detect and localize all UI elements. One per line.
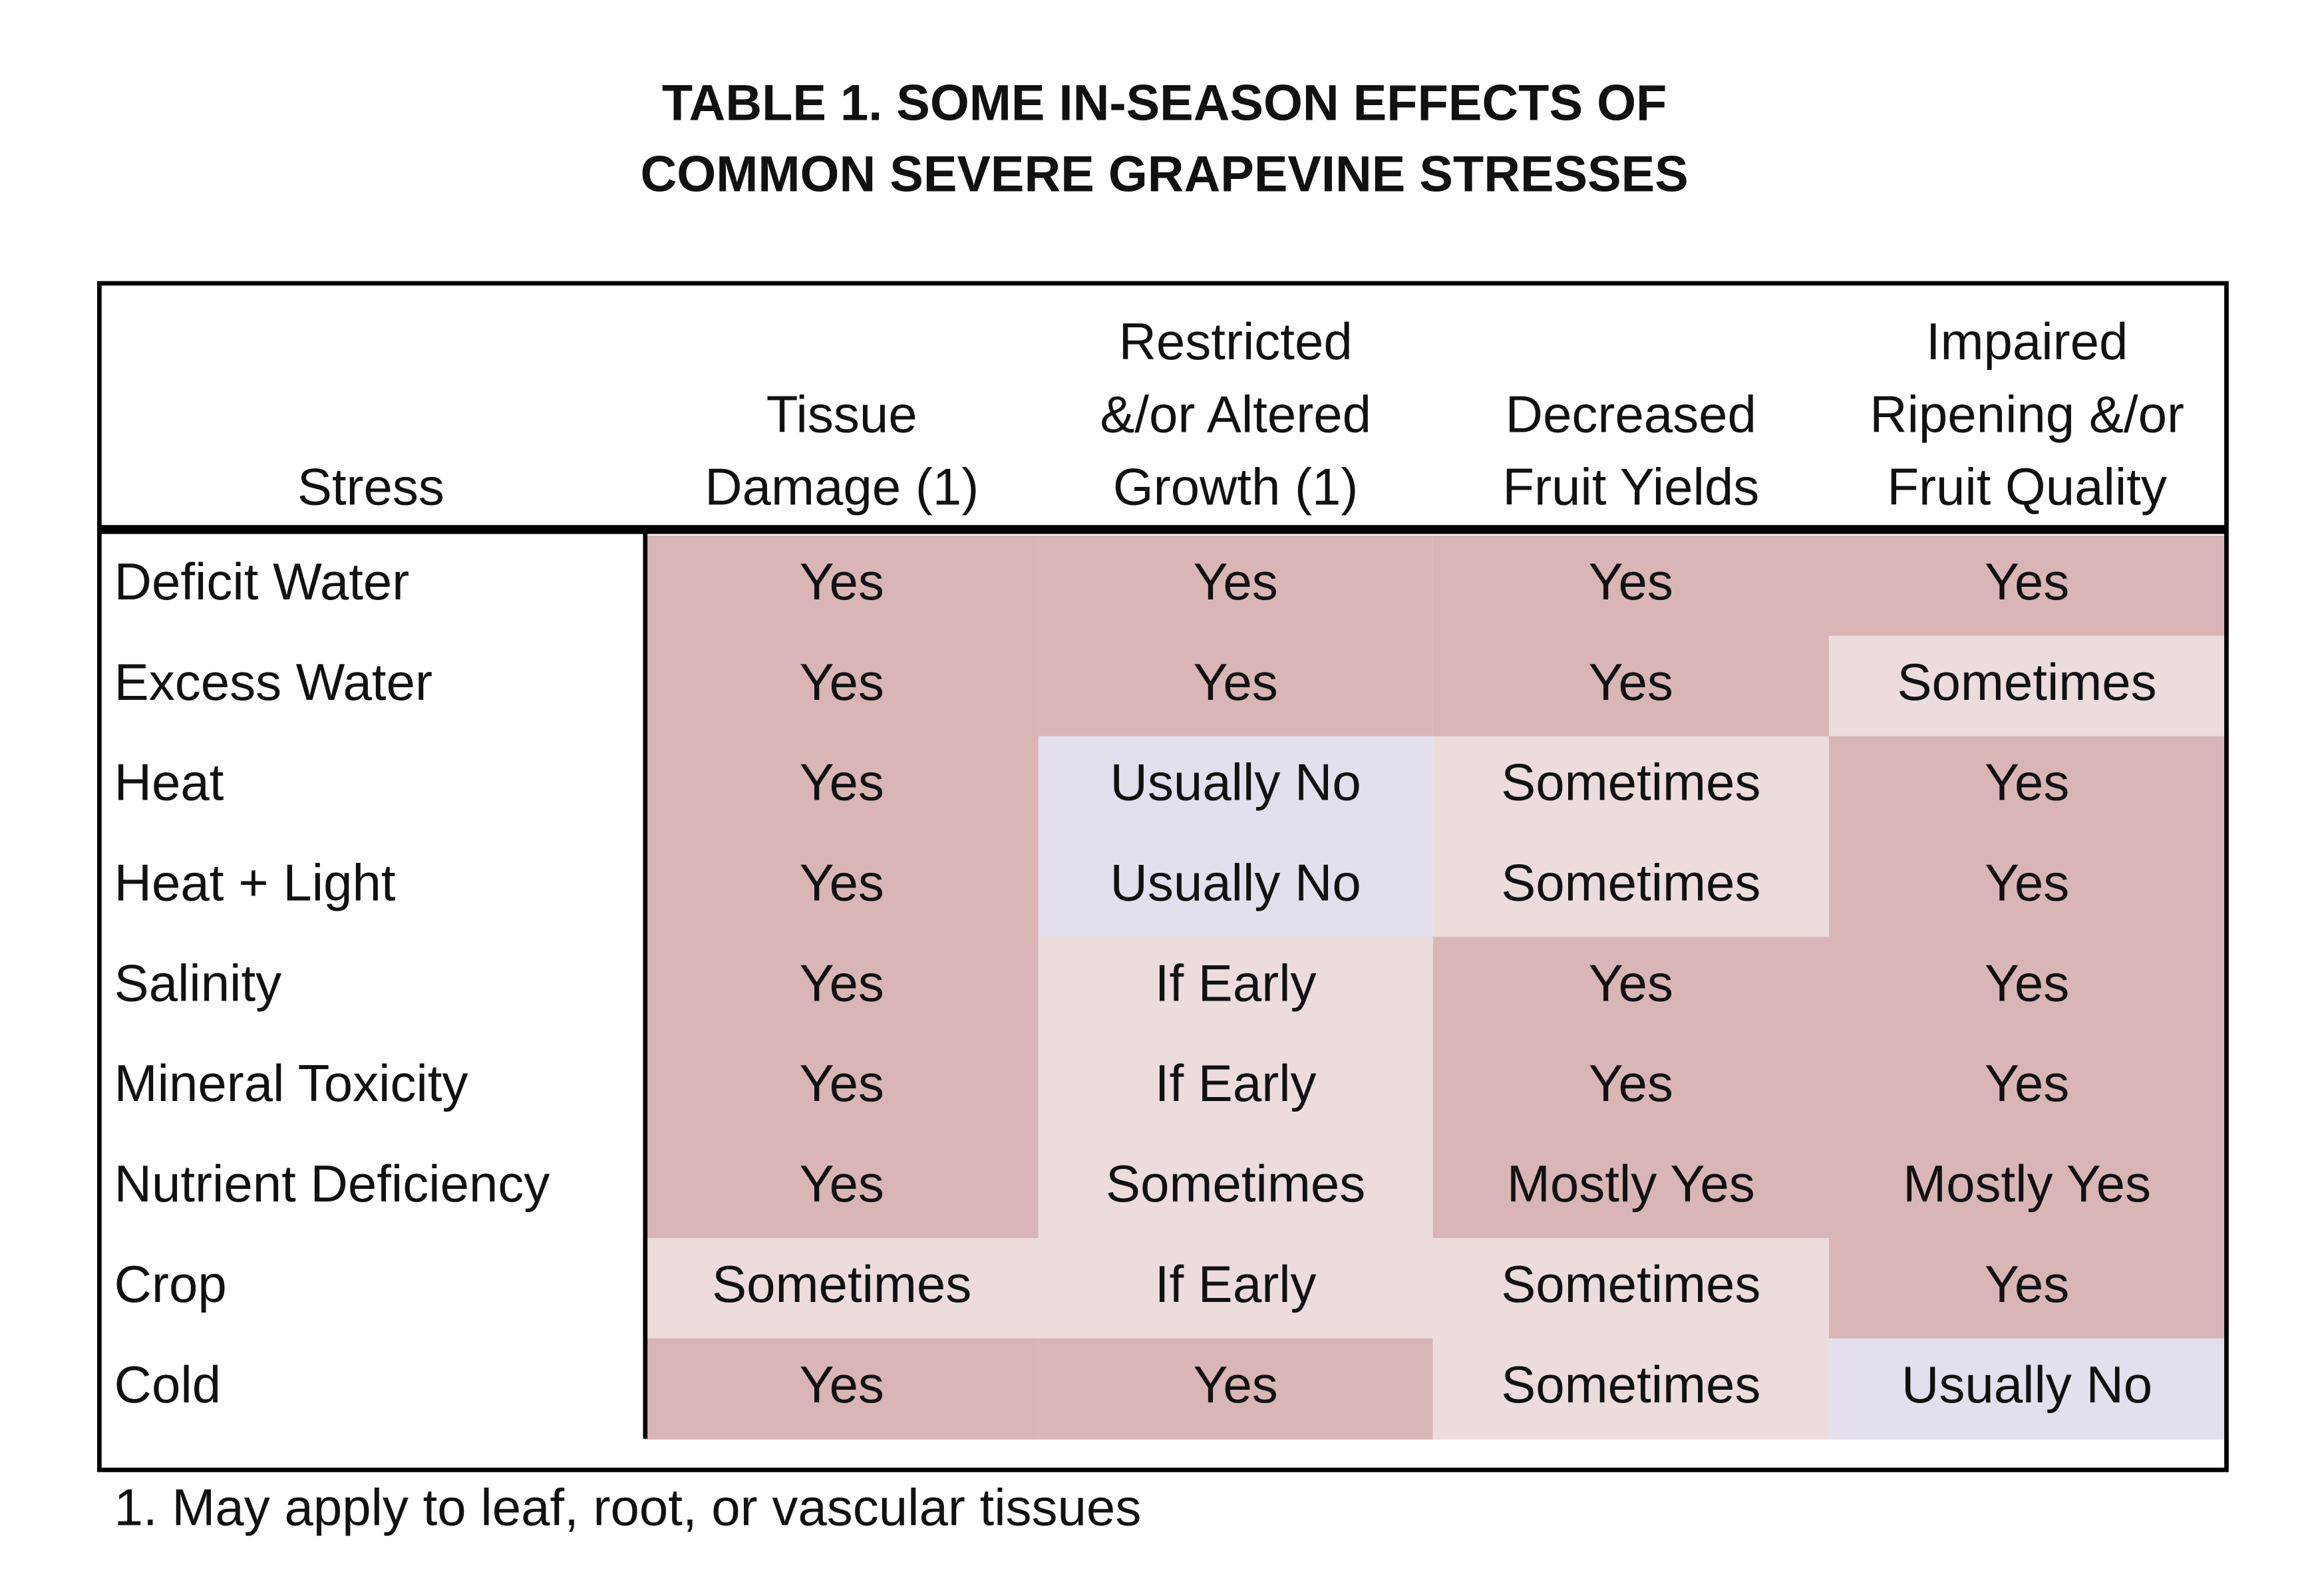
cell-fill — [1828, 535, 2226, 637]
cell: Usually No — [1110, 854, 1361, 912]
cell: If Early — [1155, 1054, 1317, 1112]
cell: Yes — [800, 1355, 884, 1414]
cell: Yes — [800, 854, 884, 912]
cell: Yes — [1589, 653, 1673, 711]
cell: Yes — [800, 552, 884, 611]
cell-fill — [645, 1037, 1039, 1139]
row-label: Cold — [114, 1355, 221, 1414]
row-label: Nutrient Deficiency — [114, 1154, 550, 1213]
table-border — [97, 281, 2229, 1472]
cell-fill — [1432, 1338, 1829, 1440]
cell-fill — [1828, 937, 2226, 1038]
cell-fill — [1432, 635, 1829, 737]
title: COMMON SEVERE GRAPEVINE STRESSES — [641, 146, 1689, 203]
cell-fill — [1038, 635, 1433, 737]
cell-fill — [1828, 1037, 2226, 1139]
column-header: &/or Altered — [1100, 385, 1371, 443]
cell-fill — [1038, 937, 1433, 1038]
row-label: Mineral Toxicity — [114, 1054, 468, 1112]
column-header: Tissue — [766, 385, 917, 443]
cell-fill — [1828, 836, 2226, 938]
cell: Usually No — [1110, 753, 1361, 812]
cell: Yes — [800, 953, 884, 1012]
cell: Yes — [1194, 653, 1278, 711]
cell: Yes — [800, 653, 884, 711]
cell: Yes — [1985, 753, 2069, 812]
column-header: Impaired — [1926, 312, 2128, 371]
cell-fill — [1432, 1237, 1829, 1339]
row-label: Excess Water — [114, 653, 432, 711]
row-label: Salinity — [114, 953, 282, 1012]
cell-fill — [1828, 736, 2226, 838]
cell: If Early — [1155, 953, 1317, 1012]
cell-fill — [645, 736, 1039, 838]
cell: Mostly Yes — [1903, 1154, 2151, 1213]
cell: Yes — [1194, 552, 1278, 611]
cell-fill — [645, 1338, 1039, 1440]
cell: Yes — [1985, 953, 2069, 1012]
cell: Sometimes — [1897, 653, 2156, 711]
cell-fill — [645, 836, 1039, 938]
cell-fill — [1038, 1037, 1433, 1139]
cell: Mostly Yes — [1507, 1154, 1755, 1213]
cell: Yes — [1194, 1355, 1278, 1414]
cell: Usually No — [1901, 1355, 2152, 1414]
cell-fill — [1432, 836, 1829, 938]
cell-fill — [1432, 736, 1829, 838]
cell: Yes — [800, 1054, 884, 1112]
cell-fill — [1432, 1037, 1829, 1139]
cell-fill — [1038, 535, 1433, 637]
column-header: Fruit Yields — [1502, 458, 1759, 516]
cell-fill — [1432, 937, 1829, 1038]
row-label: Deficit Water — [114, 552, 410, 611]
column-header: Restricted — [1119, 312, 1353, 371]
column-header: Fruit Quality — [1887, 458, 2167, 516]
cell-fill — [1432, 535, 1829, 637]
cell-fill — [1828, 1138, 2226, 1239]
cell-fill — [1432, 1138, 1829, 1239]
cell: Sometimes — [1501, 854, 1760, 912]
row-label: Heat — [114, 753, 224, 812]
column-header: Decreased — [1506, 385, 1756, 443]
cell-fill — [1038, 1138, 1433, 1239]
column-header: Growth (1) — [1113, 458, 1358, 516]
cell-fill — [1828, 635, 2226, 737]
cell-fill — [1038, 1338, 1433, 1440]
cell: Sometimes — [1501, 1355, 1760, 1414]
table-body — [645, 535, 2226, 1440]
cell: Yes — [1985, 1255, 2069, 1313]
cell-fill — [1828, 1237, 2226, 1339]
cell: Yes — [1985, 1054, 2069, 1112]
cell: Sometimes — [1501, 1255, 1760, 1313]
cell: Yes — [800, 1154, 884, 1213]
title: TABLE 1. SOME IN-SEASON EFFECTS OF — [662, 75, 1667, 132]
cell-fill — [645, 535, 1039, 637]
cell: Sometimes — [712, 1255, 971, 1313]
row-label: Crop — [114, 1255, 227, 1313]
cell-fill — [645, 635, 1039, 737]
cell: Sometimes — [1501, 753, 1760, 812]
cell-fill — [1828, 1338, 2226, 1440]
row-label: Heat + Light — [114, 854, 396, 912]
cell-fill — [645, 937, 1039, 1038]
cell: Yes — [1589, 1054, 1673, 1112]
cell: If Early — [1155, 1255, 1317, 1313]
cell: Sometimes — [1106, 1154, 1365, 1213]
cell: Yes — [1589, 552, 1673, 611]
cell: Yes — [1589, 953, 1673, 1012]
cell: Yes — [800, 753, 884, 812]
cell-fill — [1038, 1237, 1433, 1339]
column-header: Ripening &/or — [1870, 385, 2184, 443]
footnote: 1. May apply to leaf, root, or vascular … — [114, 1478, 1142, 1536]
cell: Yes — [1985, 552, 2069, 611]
cell-fill — [645, 1237, 1039, 1339]
cell: Yes — [1985, 854, 2069, 912]
cell-fill — [645, 1138, 1039, 1239]
column-header: Stress — [297, 458, 444, 516]
column-header: Damage (1) — [705, 458, 979, 516]
cell-fill — [1038, 736, 1433, 838]
cell-fill — [1038, 836, 1433, 938]
